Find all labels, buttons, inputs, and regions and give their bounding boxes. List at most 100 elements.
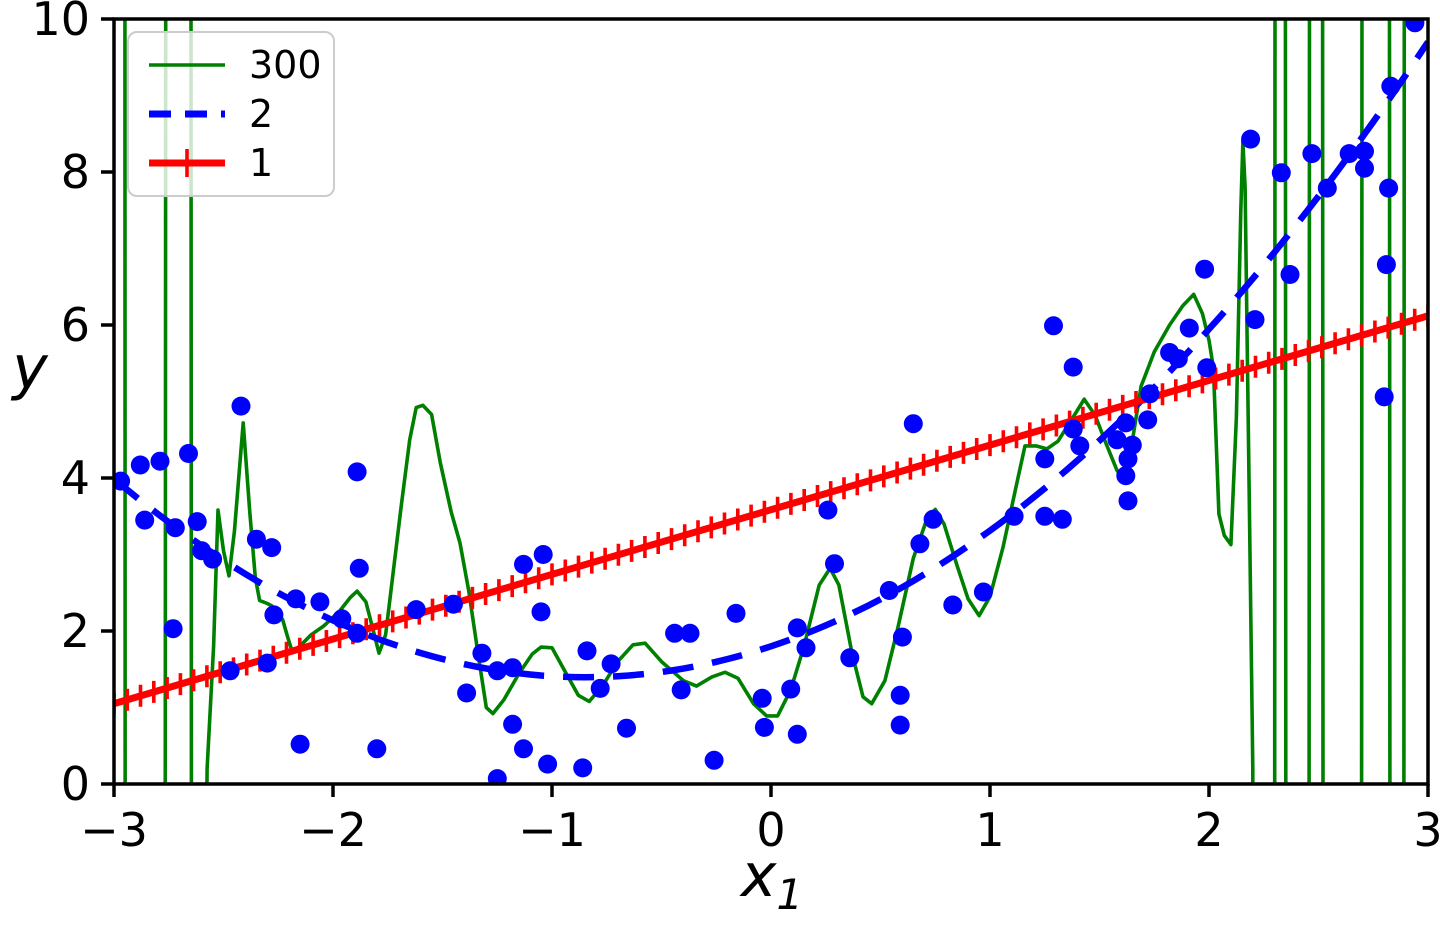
data-point (1379, 178, 1399, 198)
data-point (577, 641, 597, 661)
data-point (973, 582, 993, 602)
data-point (840, 648, 860, 668)
data-point (457, 683, 477, 703)
data-point (796, 638, 816, 658)
data-point (825, 554, 844, 574)
data-point (1140, 384, 1160, 404)
data-point (1107, 430, 1127, 450)
y-tick-label: 0 (61, 757, 90, 811)
data-point (487, 769, 507, 784)
data-point (818, 500, 838, 520)
data-point (514, 554, 533, 574)
data-point (179, 444, 198, 463)
data-point (573, 758, 593, 778)
data-point (1052, 509, 1072, 529)
data-point (1063, 419, 1083, 439)
data-point (1374, 387, 1394, 407)
x-tick-label: 1 (975, 803, 1004, 857)
data-point (617, 718, 636, 738)
data-point (220, 661, 240, 681)
data-point (1035, 506, 1055, 526)
data-point (1116, 466, 1136, 486)
y-axis-label: y (12, 333, 48, 403)
data-point (1197, 358, 1217, 378)
data-point (347, 623, 367, 643)
y-tick-label: 8 (61, 145, 90, 199)
x-tick-label: 3 (1413, 803, 1440, 857)
y-tick-label: 6 (61, 298, 90, 352)
data-point (443, 594, 463, 614)
data-point (286, 589, 306, 609)
data-point (165, 518, 185, 538)
data-point (1179, 318, 1199, 338)
data-point (187, 512, 207, 532)
data-point (503, 658, 523, 678)
x-tick-label: −1 (518, 803, 586, 857)
data-point (163, 619, 183, 639)
data-point (538, 754, 558, 774)
data-point (1405, 19, 1425, 33)
data-point (1280, 265, 1300, 284)
data-point (246, 529, 266, 549)
legend-entry-degree-1: 1 (147, 138, 333, 187)
data-point (231, 396, 251, 416)
x-axis-label: x1 (660, 846, 884, 916)
data-point (752, 688, 772, 708)
legend-entry-degree-2: 2 (147, 90, 333, 139)
data-point (680, 623, 700, 643)
data-point (787, 724, 807, 744)
data-point (890, 685, 910, 705)
data-point (1317, 178, 1337, 198)
data-point (114, 471, 131, 491)
data-point (601, 654, 621, 674)
data-point (332, 609, 352, 629)
legend-label: 2 (249, 92, 274, 136)
data-point (1168, 349, 1188, 369)
data-point (135, 510, 155, 530)
data-point (514, 739, 533, 759)
data-point (487, 661, 507, 681)
legend-sample-red-plus-line (149, 148, 225, 177)
data-point (264, 605, 284, 625)
data-point (1376, 255, 1396, 275)
data-point (754, 717, 774, 737)
data-point (671, 680, 691, 700)
data-point (943, 595, 963, 615)
data-point (879, 581, 899, 600)
data-point (1241, 129, 1261, 149)
data-point (406, 600, 426, 620)
data-point (257, 653, 277, 673)
data-point (1381, 76, 1401, 96)
data-point (290, 734, 310, 754)
data-point (910, 534, 930, 554)
data-point (1063, 357, 1083, 377)
legend-sample-green-line (149, 63, 225, 68)
data-point (1118, 449, 1138, 469)
data-point (1138, 410, 1158, 430)
x-axis-label-subscript: 1 (776, 870, 804, 919)
legend-entry-degree-300: 300 (147, 41, 333, 90)
data-point (1116, 413, 1136, 433)
data-point (1044, 316, 1063, 336)
data-point (349, 558, 369, 578)
data-point (1302, 144, 1322, 164)
data-point (1339, 144, 1359, 164)
scatter-data-points (114, 19, 1425, 784)
y-tick-label: 2 (61, 604, 90, 658)
data-point (781, 679, 801, 699)
data-point (533, 545, 553, 564)
legend-label: 1 (249, 140, 274, 185)
legend: 300 2 1 (127, 31, 335, 197)
y-tick-label: 4 (61, 451, 90, 505)
data-point (923, 509, 943, 529)
data-point (367, 739, 387, 759)
data-point (531, 602, 551, 622)
data-point (262, 538, 282, 558)
data-point (310, 592, 330, 612)
data-point (1245, 310, 1265, 330)
x-tick-label: −3 (80, 803, 148, 857)
axis-ticks (101, 17, 1430, 797)
data-point (1070, 436, 1090, 456)
